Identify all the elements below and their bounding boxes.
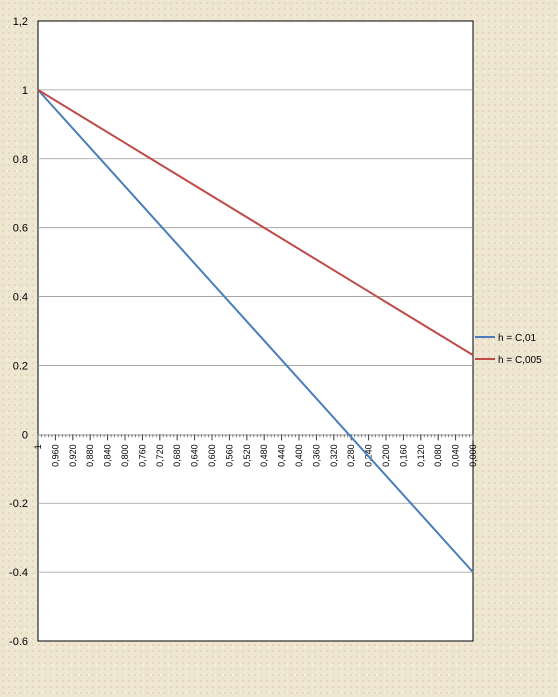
x-tick-label: 0,840 xyxy=(103,444,113,467)
x-tick-label: 0,200 xyxy=(381,444,391,467)
x-tick-label: 0,480 xyxy=(259,444,269,467)
y-tick-label: 0.4 xyxy=(13,292,28,304)
x-tick-label: 0,160 xyxy=(398,444,408,467)
y-tick-label: 1 xyxy=(22,85,28,97)
x-tick-label: 0,080 xyxy=(433,444,443,467)
x-tick-label: 0,000 xyxy=(468,444,478,467)
legend-label: h = C,01 xyxy=(498,333,537,344)
x-tick-label: 0,360 xyxy=(311,444,321,467)
x-tick-label: 0,520 xyxy=(242,444,252,467)
y-tick-label: -0.6 xyxy=(9,636,28,648)
y-tick-label: 0.6 xyxy=(13,223,28,235)
y-tick-label: -0.4 xyxy=(9,567,28,579)
legend: h = C,01 h = C,005 xyxy=(475,333,542,366)
legend-label: h = C,005 xyxy=(498,355,542,366)
y-tick-label: 1,2 xyxy=(13,16,28,28)
series-line xyxy=(37,89,474,573)
x-tick-label: 0,880 xyxy=(85,444,95,467)
y-tick-label: 0.2 xyxy=(13,360,28,372)
x-tick-label: 0,400 xyxy=(294,444,304,467)
x-tick-label: 0,720 xyxy=(155,444,165,467)
x-axis-tick-labels: 1 0,960 0,920 0,880 0,840 0,800 0,760 0,720 0,68… xyxy=(33,444,478,467)
x-tick-label: 0,040 xyxy=(451,444,461,467)
x-tick-label: 0,560 xyxy=(224,444,234,467)
y-tick-label: -0.2 xyxy=(9,498,28,510)
x-tick-label: 0,320 xyxy=(329,444,339,467)
x-tick-label: 0,960 xyxy=(50,444,60,467)
series-lines xyxy=(37,89,474,573)
x-tick-label: 0,680 xyxy=(172,444,182,467)
series-line xyxy=(37,89,474,356)
x-tick-label: 0,120 xyxy=(416,444,426,467)
y-axis-tick-labels: 1,2 1 0.8 0.6 0.4 0.2 0 -0.2 -0.4 -0.6 xyxy=(9,16,28,648)
x-axis-ticks xyxy=(37,434,474,441)
y-tick-label: 0.8 xyxy=(13,154,28,166)
gridlines xyxy=(38,89,473,573)
x-tick-label: 0,440 xyxy=(277,444,287,467)
x-tick-label: 0,280 xyxy=(346,444,356,467)
x-tick-label: 0,600 xyxy=(207,444,217,467)
x-tick-label: 0,760 xyxy=(137,444,147,467)
x-tick-label: 0,640 xyxy=(190,444,200,467)
x-tick-label: 0,920 xyxy=(68,444,78,467)
y-tick-label: 0 xyxy=(22,429,28,441)
x-tick-label: 1 xyxy=(33,444,43,449)
x-tick-label: 0,800 xyxy=(120,444,130,467)
